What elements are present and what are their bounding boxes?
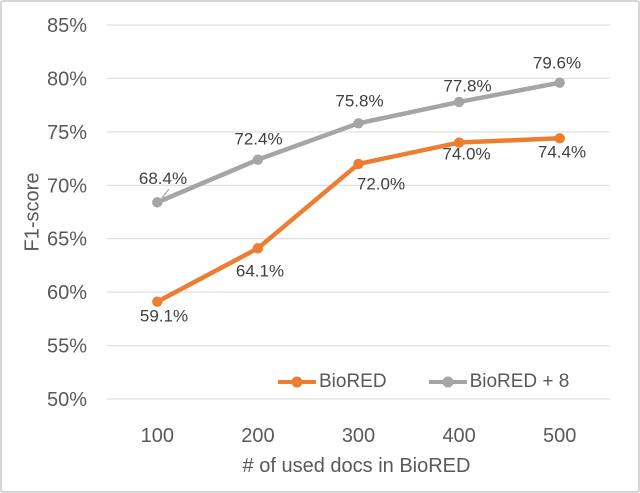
legend: BioRED BioRED + 8 (278, 371, 569, 393)
data-point (554, 77, 565, 88)
data-point (152, 296, 163, 307)
data-point (252, 243, 264, 254)
data-point (353, 158, 364, 170)
data-label: 77.8% (443, 77, 491, 96)
data-label: 74.0% (442, 145, 490, 164)
y-tick-label: 75% (47, 122, 87, 144)
legend-item-biored: BioRED (278, 371, 387, 393)
legend-item-biored-plus-8: BioRED + 8 (428, 371, 570, 393)
y-tick-label: 65% (47, 229, 87, 251)
data-label: 79.6% (533, 54, 581, 73)
legend-label-biored-plus-8: BioRED + 8 (469, 371, 570, 392)
data-point (453, 137, 465, 148)
x-tick-label: 500 (543, 425, 576, 447)
data-label: 74.4% (538, 142, 586, 161)
data-label: 59.1% (140, 306, 188, 325)
y-tick-label: 85% (47, 15, 87, 37)
x-tick-label: 200 (241, 425, 274, 447)
data-label: 68.4% (139, 169, 187, 188)
x-tick-label: 400 (442, 425, 475, 447)
data-point (252, 154, 264, 165)
data-point (353, 118, 364, 129)
line-dot-marker-icon (428, 376, 467, 388)
legend-label-biored: BioRED (319, 371, 387, 392)
data-point (152, 197, 163, 208)
data-point (554, 133, 565, 144)
x-tick-label: 300 (342, 425, 375, 447)
data-label: 72.4% (234, 130, 282, 149)
y-tick-label: 50% (47, 389, 87, 411)
y-tick-label: 80% (47, 68, 87, 90)
y-tick-label: 60% (47, 282, 87, 304)
data-label: 75.8% (335, 92, 383, 111)
x-axis-title: # of used docs in BioRED (242, 455, 471, 477)
line-dot-marker-icon (278, 376, 316, 388)
y-tick-label: 55% (47, 336, 87, 358)
data-label: 64.1% (236, 262, 284, 281)
data-point (453, 96, 465, 108)
y-tick-label: 70% (47, 175, 87, 197)
label-leader-line (161, 188, 170, 199)
x-tick-label: 100 (141, 425, 174, 447)
data-label: 72.0% (357, 175, 405, 194)
